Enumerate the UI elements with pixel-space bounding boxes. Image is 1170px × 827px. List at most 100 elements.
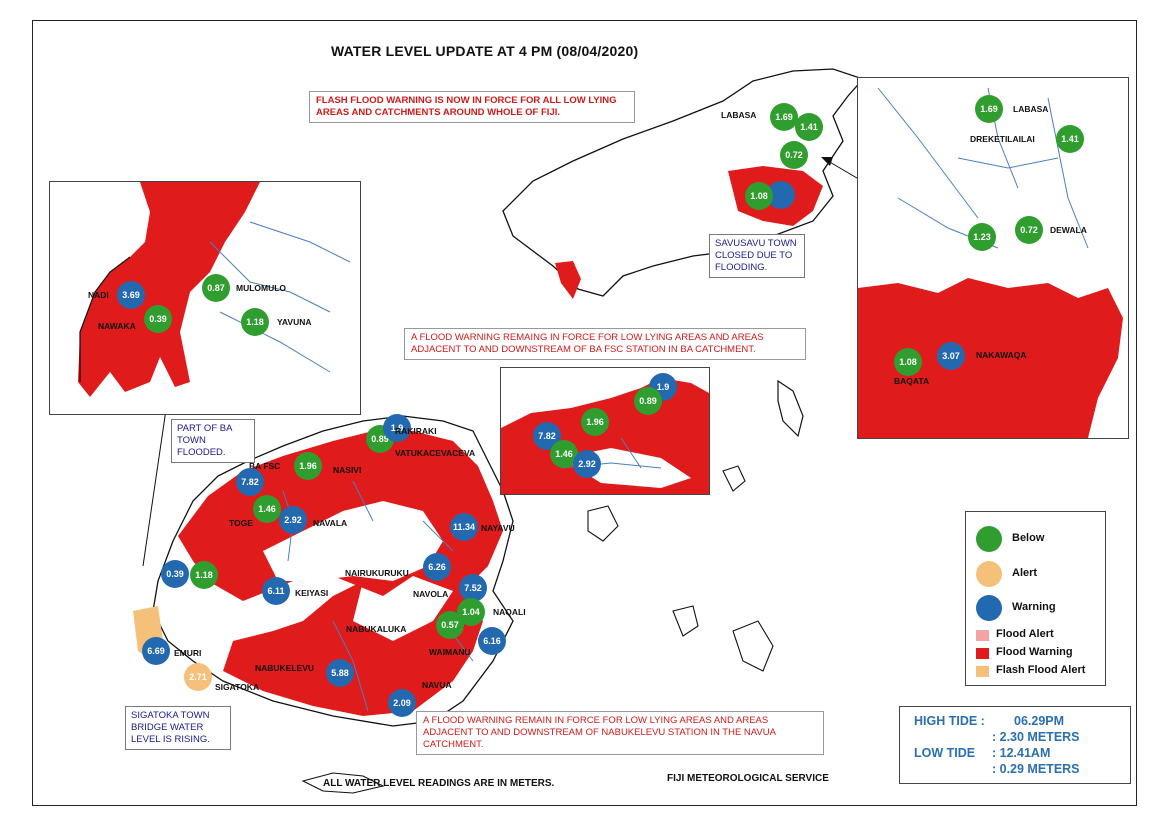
nabukelevu-station-label: NABUKELEVU xyxy=(255,663,315,673)
nabukelevu-station-marker[interactable]: 5.88 xyxy=(326,659,354,687)
taveuni-island xyxy=(777,379,804,438)
toge-station-label: TOGE xyxy=(229,518,253,528)
sigatoka-station-marker[interactable]: 2.71 xyxy=(184,663,212,691)
nadi-inset-map xyxy=(78,182,351,397)
legend-flood-alert-label: Flood Alert xyxy=(996,628,1054,640)
dreketi-station-marker[interactable]: 1.41 xyxy=(1056,125,1084,153)
sigatoka-station-label: SIGATOKA xyxy=(215,682,260,692)
toge-station-marker[interactable]: 1.46 xyxy=(253,495,281,523)
nayavu-station-marker[interactable]: 11.34 xyxy=(450,513,478,541)
map-legend: Below Alert Warning Flood Alert Flood Wa… xyxy=(965,511,1106,686)
baqata-station-marker[interactable]: 1.08 xyxy=(894,348,922,376)
nadi-station-label: NADI xyxy=(88,290,109,300)
unnamed-station-marker[interactable]: 1.23 xyxy=(968,223,996,251)
nayavu-station-label: NAYAVU xyxy=(481,523,515,533)
nasivi-station-marker[interactable]: 1.96 xyxy=(294,452,322,480)
ba-inset-b-marker[interactable]: 0.89 xyxy=(634,387,662,415)
emuri-station-label: EMURI xyxy=(174,648,202,658)
rakiraki-station-label: RAKIRAKI xyxy=(395,426,437,436)
waimanu-station-marker[interactable]: 6.16 xyxy=(478,627,506,655)
ba-inset: 1.9 0.89 1.96 7.82 1.46 2.92 xyxy=(500,367,710,495)
nadi-station-marker[interactable]: 3.69 xyxy=(117,281,145,309)
gau-island xyxy=(672,605,699,637)
nadi-inset: 3.69 NADI 0.39 NAWAKA 0.87 MULOMULO 1.18… xyxy=(49,181,361,415)
nadi-main-station-marker[interactable]: 0.39 xyxy=(161,560,189,588)
naqali-station-label: NAQALI xyxy=(493,607,526,617)
vanua-levu-south-flood-area xyxy=(555,261,581,299)
ba-inset-c-marker[interactable]: 1.96 xyxy=(581,408,609,436)
dewala-station-marker[interactable]: 0.72 xyxy=(1015,216,1043,244)
yavuna-station-label: YAVUNA xyxy=(277,317,312,327)
legend-alert-swatch xyxy=(976,561,1002,587)
units-footnote: ALL WATER LEVEL READINGS ARE IN METERS. xyxy=(323,778,555,789)
legend-below-label: Below xyxy=(1012,532,1045,544)
nairukuruku-station-label: NAIRUKURUKU xyxy=(345,568,409,578)
nawaka-station-label: NAWAKA xyxy=(98,321,136,331)
keiyasi-station-marker[interactable]: 6.11 xyxy=(262,577,290,605)
legend-alert-label: Alert xyxy=(1012,567,1038,579)
labasa-main-label: LABASA xyxy=(721,110,757,120)
ovalau-island xyxy=(587,505,619,542)
navua-station-marker[interactable]: 2.09 xyxy=(388,689,416,717)
navala-station-marker[interactable]: 2.92 xyxy=(279,506,307,534)
koro-island xyxy=(722,465,746,492)
nawaka-station-marker[interactable]: 0.39 xyxy=(144,305,172,333)
legend-flash-flood-alert-swatch xyxy=(976,666,989,677)
flash-flood-notice: FLASH FLOOD WARNING IS NOW IN FORCE FOR … xyxy=(309,91,635,123)
main-072-marker[interactable]: 0.72 xyxy=(780,141,808,169)
legend-warning-label: Warning xyxy=(1012,601,1056,613)
legend-flash-flood-alert-label: Flash Flood Alert xyxy=(996,664,1086,676)
map-title: WATER LEVEL UPDATE AT 4 PM (08/04/2020) xyxy=(331,43,639,59)
dewala-station-label: DEWALA xyxy=(1050,225,1087,235)
legend-flood-warning-swatch xyxy=(976,648,989,659)
nabukaluka-station-label: NABUKALUKA xyxy=(346,624,407,634)
keiyasi-station-label: KEIYASI xyxy=(295,588,329,598)
main-169-marker[interactable]: 1.69 xyxy=(770,103,798,131)
navala-station-label: NAVALA xyxy=(313,518,348,528)
organization-credit: FIJI METEOROLOGICAL SERVICE xyxy=(667,773,829,784)
ba-inset-f-marker[interactable]: 2.92 xyxy=(573,450,601,478)
fiji-map-graphic xyxy=(133,68,914,794)
yavuna-station-marker[interactable]: 1.18 xyxy=(241,308,269,336)
nairukuruku-station-marker[interactable]: 6.26 xyxy=(423,553,451,581)
arrow-savusavu-head xyxy=(821,157,833,166)
legend-warning-swatch xyxy=(976,595,1002,621)
legend-below-swatch xyxy=(976,526,1002,552)
yavuna-main-station-marker[interactable]: 1.18 xyxy=(190,561,218,589)
nakawaqa-station-marker[interactable]: 3.07 xyxy=(937,342,965,370)
sigatoka-callout: SIGATOKA TOWN BRIDGE WATER LEVEL IS RISI… xyxy=(125,706,231,750)
lau-island xyxy=(732,620,774,672)
navola-station-label: NAVOLA xyxy=(413,589,449,599)
low-tide-label: LOW TIDE xyxy=(914,746,976,760)
map-frame: WATER LEVEL UPDATE AT 4 PM (08/04/2020) … xyxy=(32,20,1137,806)
legend-flood-alert-swatch xyxy=(976,630,989,641)
inset-labasa-station-label: LABASA xyxy=(1013,104,1049,114)
savusavu-callout: SAVUSAVU TOWN CLOSED DUE TO FLOODING. xyxy=(709,234,805,278)
emuri-station-marker[interactable]: 6.69 xyxy=(142,637,170,665)
navua-flood-notice: A FLOOD WARNING REMAIN IN FORCE FOR LOW … xyxy=(416,711,824,755)
tide-info-box: HIGH TIDE : 06.29PM : 2.30 METERS LOW TI… xyxy=(899,706,1131,784)
main-141-marker[interactable]: 1.41 xyxy=(795,113,823,141)
ba-fsc-station-label: BA FSC xyxy=(249,461,281,471)
rakiraki-station-marker[interactable]: 1.9 xyxy=(383,414,411,442)
legend-flood-warning-label: Flood Warning xyxy=(996,646,1073,658)
viti-levu-interior-area xyxy=(263,501,443,581)
nadi-river-lines xyxy=(209,221,351,373)
navola-station-marker[interactable]: 7.52 xyxy=(459,574,487,602)
arrow-ba-inset-line xyxy=(142,395,169,567)
low-tide-time: : 12.41AM xyxy=(992,746,1051,760)
mulomulo-station-marker[interactable]: 0.87 xyxy=(202,274,230,302)
ba-town-callout: PART OF BA TOWN FLOODED. xyxy=(171,419,255,463)
high-tide-time: 06.29PM xyxy=(1014,714,1065,728)
nadi-coast xyxy=(79,256,131,382)
labasa-inset-map xyxy=(858,87,1123,438)
navua-station-label: NAVUA xyxy=(422,680,452,690)
mulomulo-station-label: MULOMULO xyxy=(236,283,287,293)
main-108-marker[interactable]: 1.08 xyxy=(745,182,773,210)
inset-labasa-station-marker[interactable]: 1.69 xyxy=(975,95,1003,123)
baqata-station-label: BAQATA xyxy=(894,376,930,386)
labasa-inset: 1.69 LABASA 1.41 DREKETILAILAI 1.23 0.72… xyxy=(857,77,1129,439)
nakawaqa-station-label: NAKAWAQA xyxy=(976,350,1027,360)
ba-fsc-station-marker[interactable]: 7.82 xyxy=(236,468,264,496)
nabukaluka-station-marker[interactable]: 0.57 xyxy=(436,611,464,639)
